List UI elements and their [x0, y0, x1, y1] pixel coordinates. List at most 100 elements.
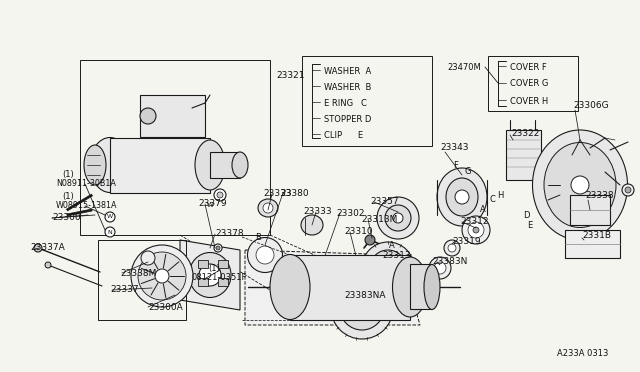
Bar	[570, 195, 610, 225]
Text: G: G	[465, 167, 471, 176]
Text: 23300A: 23300A	[148, 302, 183, 311]
Ellipse shape	[301, 215, 323, 235]
Ellipse shape	[437, 168, 487, 226]
Ellipse shape	[444, 240, 460, 256]
Text: 23306G: 23306G	[573, 100, 609, 109]
Text: 08121-0351F: 08121-0351F	[192, 273, 248, 282]
Text: 23321: 23321	[276, 71, 305, 80]
Ellipse shape	[571, 176, 589, 194]
Ellipse shape	[189, 253, 231, 298]
Ellipse shape	[362, 242, 414, 294]
Text: 23378: 23378	[215, 230, 244, 238]
Text: 23333: 23333	[263, 189, 292, 199]
Text: E: E	[527, 221, 532, 231]
Ellipse shape	[462, 216, 490, 244]
Ellipse shape	[256, 246, 274, 264]
Text: (1): (1)	[62, 192, 74, 201]
Ellipse shape	[195, 140, 225, 190]
Text: N: N	[108, 230, 113, 234]
Text: 2331B: 2331B	[582, 231, 611, 241]
Text: D: D	[523, 211, 529, 219]
Ellipse shape	[354, 300, 370, 316]
Ellipse shape	[381, 261, 395, 275]
Ellipse shape	[532, 130, 627, 240]
Ellipse shape	[622, 184, 634, 196]
Bar	[410, 264, 432, 309]
Bar	[506, 130, 541, 180]
Text: COVER G: COVER G	[510, 80, 548, 89]
Text: C: C	[489, 196, 495, 205]
Ellipse shape	[214, 244, 222, 252]
Ellipse shape	[214, 189, 226, 201]
Bar	[218, 260, 228, 268]
Text: 23313: 23313	[382, 251, 411, 260]
Ellipse shape	[385, 205, 411, 231]
Ellipse shape	[370, 250, 406, 286]
Text: COVER H: COVER H	[510, 96, 548, 106]
Bar	[140, 95, 205, 137]
Ellipse shape	[468, 222, 484, 238]
Text: WASHER  B: WASHER B	[324, 83, 371, 92]
Text: W: W	[107, 215, 113, 219]
Text: H: H	[497, 190, 503, 199]
Ellipse shape	[232, 152, 248, 178]
Ellipse shape	[141, 251, 155, 265]
Bar	[110, 138, 210, 193]
Ellipse shape	[270, 254, 310, 320]
Ellipse shape	[377, 197, 419, 239]
Text: 23300: 23300	[52, 214, 81, 222]
Text: E RING   C: E RING C	[324, 99, 367, 108]
Ellipse shape	[199, 264, 221, 286]
Bar	[565, 230, 620, 258]
Text: 23380: 23380	[280, 189, 308, 198]
Ellipse shape	[446, 178, 478, 216]
Text: 23338M: 23338M	[120, 269, 156, 278]
Ellipse shape	[45, 262, 51, 268]
Text: CLIP      E: CLIP E	[324, 131, 363, 140]
Bar	[98, 240, 186, 320]
Ellipse shape	[90, 138, 130, 192]
FancyArrow shape	[67, 209, 92, 216]
Text: A233A 0313: A233A 0313	[557, 349, 609, 357]
Bar	[302, 56, 432, 146]
Bar	[80, 60, 270, 235]
Text: 23383NA: 23383NA	[344, 291, 385, 299]
Text: B: B	[255, 234, 261, 243]
Text: 23379: 23379	[198, 199, 227, 208]
Ellipse shape	[340, 286, 384, 330]
Bar	[198, 260, 208, 268]
Bar	[210, 152, 240, 178]
Ellipse shape	[138, 252, 186, 300]
Ellipse shape	[34, 244, 42, 252]
Text: COVER F: COVER F	[510, 62, 547, 71]
Text: 23337A: 23337A	[30, 244, 65, 253]
Text: 23319: 23319	[452, 237, 481, 246]
Ellipse shape	[140, 108, 156, 124]
Text: A: A	[389, 241, 395, 250]
Bar	[488, 56, 578, 111]
Ellipse shape	[429, 257, 451, 279]
Ellipse shape	[216, 246, 220, 250]
Text: STOPPER D: STOPPER D	[324, 115, 371, 124]
Text: 23333: 23333	[303, 208, 332, 217]
Ellipse shape	[248, 237, 282, 273]
Ellipse shape	[424, 264, 440, 310]
Text: W08915-1381A: W08915-1381A	[56, 202, 118, 211]
Ellipse shape	[625, 187, 631, 193]
Ellipse shape	[448, 244, 456, 252]
Ellipse shape	[365, 235, 375, 245]
Text: 23337: 23337	[110, 285, 139, 295]
Polygon shape	[180, 240, 240, 310]
Text: WASHER  A: WASHER A	[324, 67, 371, 76]
Bar	[198, 278, 208, 286]
Text: 23343: 23343	[440, 144, 468, 153]
Bar	[290, 255, 410, 320]
Text: F: F	[454, 160, 458, 170]
Text: (1): (1)	[62, 170, 74, 179]
Ellipse shape	[544, 142, 616, 228]
Text: 23357: 23357	[370, 198, 399, 206]
Text: 23322: 23322	[511, 129, 540, 138]
Ellipse shape	[331, 277, 393, 339]
Text: 23313M: 23313M	[361, 215, 397, 224]
Text: A: A	[480, 205, 486, 215]
